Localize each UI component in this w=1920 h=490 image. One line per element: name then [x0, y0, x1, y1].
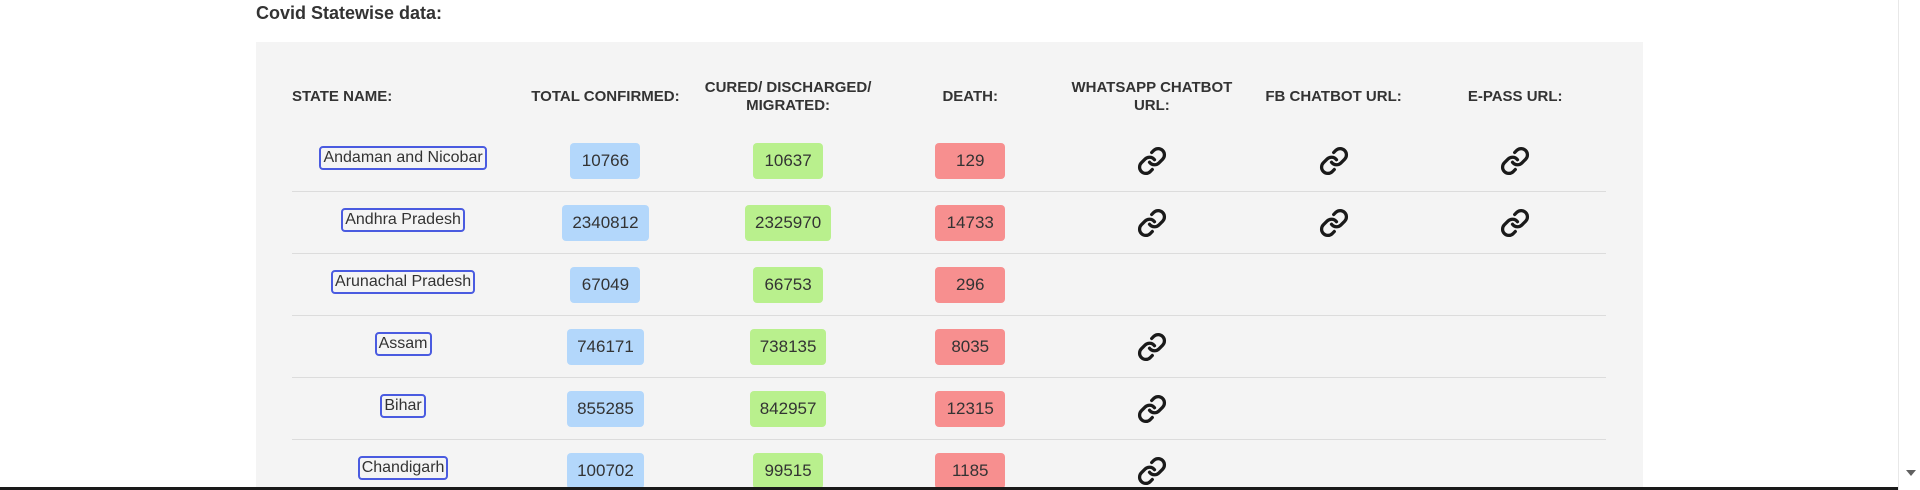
state-cell: Arunachal Pradesh — [292, 254, 514, 315]
death-badge: 1185 — [935, 452, 1006, 489]
total-confirmed-badge: 2340812 — [562, 204, 649, 241]
header-fb-chatbot: FB CHATBOT URL: — [1265, 88, 1402, 105]
whatsapp-chatbot-link-icon[interactable] — [1137, 208, 1167, 238]
header-total-confirmed: TOTAL CONFIRMED: — [531, 88, 680, 105]
table-row: Assam 746171 738135 8035 — [292, 316, 1606, 378]
whatsapp-cell — [1061, 254, 1243, 315]
epass-cell — [1424, 254, 1606, 315]
state-cell: Chandigarh — [292, 440, 514, 490]
epass-cell — [1424, 440, 1606, 490]
cured-cell: 738135 — [697, 316, 880, 377]
table-row: Arunachal Pradesh 67049 66753 296 — [292, 254, 1606, 316]
table-row: Andhra Pradesh 2340812 2325970 14733 — [292, 192, 1606, 254]
window-bottom-edge — [0, 487, 1898, 490]
death-badge: 129 — [935, 142, 1006, 179]
fb-cell — [1243, 130, 1425, 191]
cured-badge: 10637 — [753, 142, 824, 179]
header-epass: E-PASS URL: — [1467, 88, 1563, 105]
cured-cell: 10637 — [697, 130, 880, 191]
death-badge: 14733 — [935, 204, 1006, 241]
cured-cell: 66753 — [697, 254, 880, 315]
death-cell: 12315 — [879, 378, 1061, 439]
epass-cell — [1424, 192, 1606, 253]
epass-cell — [1424, 378, 1606, 439]
confirmed-cell: 746171 — [514, 316, 697, 377]
epass-cell — [1424, 130, 1606, 191]
state-name-link[interactable]: Bihar — [380, 393, 426, 418]
death-badge: 296 — [935, 266, 1006, 303]
epass-link-icon[interactable] — [1500, 146, 1530, 176]
confirmed-cell: 100702 — [514, 440, 697, 490]
state-name-link[interactable]: Chandigarh — [357, 455, 449, 480]
whatsapp-cell — [1061, 192, 1243, 253]
section-title: Covid Statewise data: — [256, 3, 443, 23]
cured-cell: 99515 — [697, 440, 880, 490]
state-cell: Andhra Pradesh — [292, 192, 514, 253]
cured-badge: 842957 — [749, 390, 827, 427]
confirmed-cell: 855285 — [514, 378, 697, 439]
total-confirmed-badge: 67049 — [570, 266, 641, 303]
cured-badge: 66753 — [753, 266, 824, 303]
state-cell: Assam — [292, 316, 514, 377]
cured-cell: 2325970 — [697, 192, 880, 253]
table-row: Andaman and Nicobar 10766 10637 129 — [292, 130, 1606, 192]
whatsapp-cell — [1061, 316, 1243, 377]
death-cell: 296 — [879, 254, 1061, 315]
fb-cell — [1243, 192, 1425, 253]
fb-chatbot-link-icon[interactable] — [1319, 208, 1349, 238]
vertical-scrollbar[interactable] — [1898, 0, 1920, 490]
statewise-table: STATE NAME: TOTAL CONFIRMED: CURED/ DISC… — [292, 64, 1606, 490]
fb-cell — [1243, 440, 1425, 490]
header-cured: CURED/ DISCHARGED/ MIGRATED: — [704, 79, 872, 114]
death-cell: 8035 — [879, 316, 1061, 377]
whatsapp-chatbot-link-icon[interactable] — [1137, 394, 1167, 424]
whatsapp-chatbot-link-icon[interactable] — [1137, 456, 1167, 486]
whatsapp-cell — [1061, 378, 1243, 439]
table-header: STATE NAME: TOTAL CONFIRMED: CURED/ DISC… — [292, 64, 1606, 130]
whatsapp-chatbot-link-icon[interactable] — [1137, 332, 1167, 362]
state-name-link[interactable]: Arunachal Pradesh — [331, 269, 476, 294]
death-cell: 14733 — [879, 192, 1061, 253]
whatsapp-cell — [1061, 440, 1243, 490]
death-cell: 129 — [879, 130, 1061, 191]
total-confirmed-badge: 746171 — [567, 328, 644, 365]
cured-cell: 842957 — [697, 378, 880, 439]
death-badge: 12315 — [935, 390, 1006, 427]
state-name-link[interactable]: Assam — [374, 331, 432, 356]
statewise-panel: STATE NAME: TOTAL CONFIRMED: CURED/ DISC… — [256, 42, 1643, 490]
total-confirmed-badge: 100702 — [567, 452, 644, 489]
state-name-link[interactable]: Andaman and Nicobar — [319, 145, 487, 170]
cured-badge: 99515 — [753, 452, 824, 489]
header-death: DEATH: — [942, 88, 998, 105]
fb-cell — [1243, 316, 1425, 377]
confirmed-cell: 2340812 — [514, 192, 697, 253]
total-confirmed-badge: 855285 — [567, 390, 644, 427]
header-state-name: STATE NAME: — [292, 88, 393, 105]
fb-cell — [1243, 378, 1425, 439]
whatsapp-cell — [1061, 130, 1243, 191]
table-row: Chandigarh 100702 99515 1185 — [292, 440, 1606, 490]
cured-badge: 738135 — [749, 328, 827, 365]
cured-badge: 2325970 — [744, 204, 832, 241]
fb-chatbot-link-icon[interactable] — [1319, 146, 1349, 176]
death-cell: 1185 — [879, 440, 1061, 490]
fb-cell — [1243, 254, 1425, 315]
header-whatsapp-chatbot: WHATSAPP CHATBOT URL: — [1071, 79, 1233, 114]
whatsapp-chatbot-link-icon[interactable] — [1137, 146, 1167, 176]
total-confirmed-badge: 10766 — [570, 142, 641, 179]
epass-link-icon[interactable] — [1500, 208, 1530, 238]
confirmed-cell: 67049 — [514, 254, 697, 315]
epass-cell — [1424, 316, 1606, 377]
state-cell: Andaman and Nicobar — [292, 130, 514, 191]
table-body: Andaman and Nicobar 10766 10637 129 Andhra P… — [292, 130, 1606, 490]
state-cell: Bihar — [292, 378, 514, 439]
scroll-down-arrow-icon[interactable] — [1906, 470, 1916, 476]
confirmed-cell: 10766 — [514, 130, 697, 191]
state-name-link[interactable]: Andhra Pradesh — [341, 207, 465, 232]
table-row: Bihar 855285 842957 12315 — [292, 378, 1606, 440]
death-badge: 8035 — [935, 328, 1006, 365]
